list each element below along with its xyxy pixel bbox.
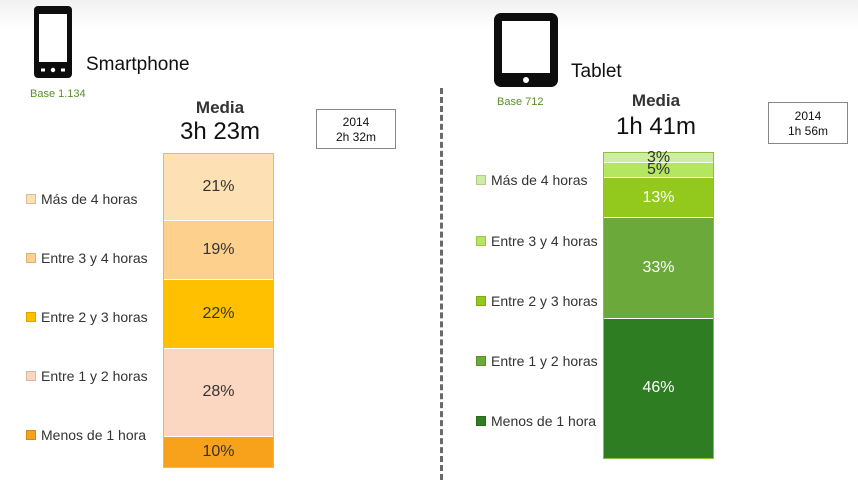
tablet-legend-swatch [476, 416, 486, 426]
smartphone-legend-label: Entre 3 y 4 horas [41, 250, 148, 266]
tablet-icon [494, 13, 558, 87]
smartphone-legend-swatch [26, 371, 36, 381]
smartphone-segment-label: 28% [202, 383, 235, 401]
tablet-title: Tablet [571, 61, 622, 82]
smartphone-segment-2: 19% [164, 219, 273, 280]
smartphone-segment-label: 10% [202, 442, 235, 460]
tablet-segment-label: 33% [642, 258, 675, 276]
tablet-segment-1: 3% [604, 149, 713, 165]
smartphone-legend-swatch [26, 430, 36, 440]
tablet-legend-swatch [476, 356, 486, 366]
tablet-2014-box: 2014 1h 56m [768, 102, 848, 144]
tablet-media-value: 1h 41m [615, 113, 697, 140]
tablet-segment-label: 46% [642, 379, 675, 397]
smartphone-legend-item: Entre 2 y 3 horas [26, 309, 148, 325]
tablet-legend-label: Menos de 1 hora [491, 413, 597, 429]
smartphone-legend-item: Más de 4 horas [26, 191, 138, 207]
tablet-legend-item: Entre 2 y 3 horas [476, 293, 598, 309]
tablet-legend-swatch [476, 175, 486, 185]
tablet-stacked-bar: 3% 5% 13% 33% 46% [603, 149, 714, 459]
smartphone-legend-swatch [26, 194, 36, 204]
smartphone-2014-box: 2014 2h 32m [316, 109, 396, 149]
tablet-segment-label: 5% [646, 161, 671, 179]
smartphone-base: Base 1.134 [30, 88, 86, 100]
smartphone-segment-4: 28% [164, 348, 273, 436]
smartphone-legend-label: Entre 2 y 3 horas [41, 309, 148, 325]
smartphone-media-label: Media [195, 98, 245, 117]
tablet-legend-label: Más de 4 horas [491, 172, 588, 188]
smartphone-legend-label: Más de 4 horas [41, 191, 138, 207]
smartphone-prev-year: 2014 [342, 115, 370, 129]
smartphone-title: Smartphone [86, 54, 190, 75]
smartphone-segment-1: 21% [164, 154, 273, 220]
tablet-segment-label: 3% [646, 148, 671, 166]
smartphone-legend-swatch [26, 253, 36, 263]
smartphone-segment-label: 21% [202, 177, 235, 195]
tablet-legend-label: Entre 1 y 2 horas [491, 353, 598, 369]
smartphone-segment-3: 22% [164, 279, 273, 349]
smartphone-legend-item: Entre 1 y 2 horas [26, 368, 148, 384]
smartphone-icon [34, 6, 72, 78]
section-divider [440, 88, 443, 480]
tablet-legend-label: Entre 2 y 3 horas [491, 293, 598, 309]
tablet-legend-swatch [476, 296, 486, 306]
tablet-media-label: Media [631, 91, 681, 110]
smartphone-segment-label: 22% [202, 305, 235, 323]
smartphone-legend-item: Entre 3 y 4 horas [26, 250, 148, 266]
tablet-segment-label: 13% [642, 188, 675, 206]
tablet-legend-label: Entre 3 y 4 horas [491, 233, 598, 249]
tablet-legend-item: Entre 1 y 2 horas [476, 353, 598, 369]
smartphone-legend-swatch [26, 312, 36, 322]
smartphone-prev-value: 2h 32m [335, 130, 377, 144]
tablet-prev-value: 1h 56m [787, 124, 829, 138]
smartphone-legend-item: Menos de 1 hora [26, 427, 146, 443]
tablet-prev-year: 2014 [794, 109, 822, 123]
tablet-legend-item: Menos de 1 hora [476, 413, 596, 429]
tablet-segment-5: 46% [604, 317, 713, 458]
smartphone-legend-label: Menos de 1 hora [41, 427, 147, 443]
tablet-legend-item: Más de 4 horas [476, 172, 588, 188]
smartphone-segment-label: 19% [202, 240, 235, 258]
tablet-base: Base 712 [497, 96, 544, 108]
smartphone-stacked-bar: 21% 19% 22% 28% 10% [163, 153, 274, 468]
smartphone-legend-label: Entre 1 y 2 horas [41, 368, 148, 384]
tablet-segment-4: 33% [604, 217, 713, 318]
smartphone-segment-5: 10% [164, 435, 273, 467]
tablet-legend-item: Entre 3 y 4 horas [476, 233, 598, 249]
smartphone-media-value: 3h 23m [179, 118, 261, 145]
tablet-legend-swatch [476, 236, 486, 246]
tablet-segment-2: 5% [604, 161, 713, 179]
tablet-segment-3: 13% [604, 177, 713, 218]
